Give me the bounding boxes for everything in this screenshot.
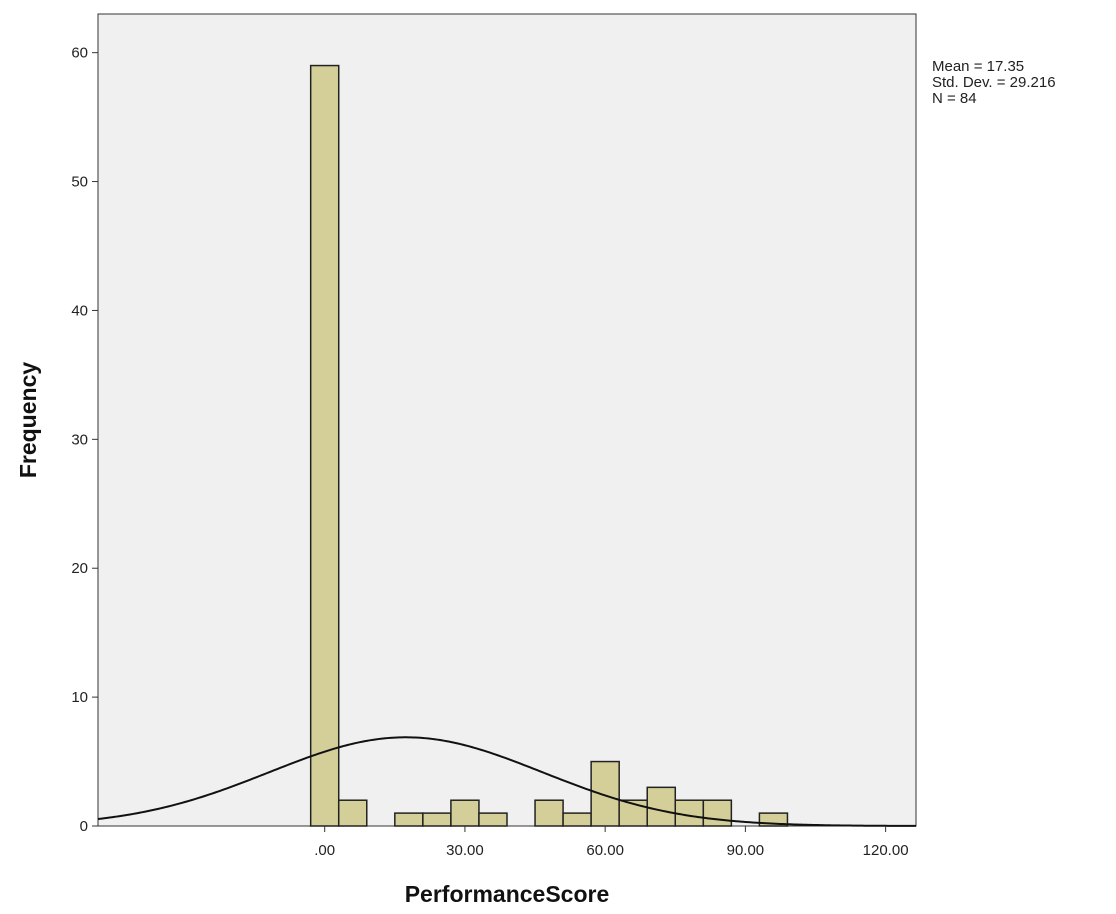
histogram-bar	[337, 799, 368, 827]
histogram-bar	[562, 812, 592, 827]
histogram-bar	[309, 64, 340, 827]
x-axis-title: PerformanceScore	[405, 881, 610, 907]
y-tick-label: 0	[80, 818, 88, 835]
histogram-bar	[702, 799, 733, 827]
y-tick-label: 30	[71, 431, 88, 448]
statistics-legend: Mean = 17.35 Std. Dev. = 29.216 N = 84	[932, 59, 1056, 107]
n-stat: N = 84	[932, 90, 977, 107]
y-tick-label: 20	[71, 560, 88, 577]
normal-curve	[97, 736, 917, 827]
y-axis-title: Frequency	[15, 362, 41, 479]
y-tick-label: 10	[71, 689, 88, 706]
x-tick-label: 90.00	[727, 842, 765, 859]
histogram-bar	[534, 799, 564, 827]
x-tick-label: 120.00	[863, 842, 909, 859]
x-axis: .00 30.00 60.00 90.00 120.00	[314, 826, 909, 859]
y-tick-label: 60	[71, 45, 88, 62]
histogram-bar	[394, 812, 424, 827]
histogram-bar	[646, 786, 677, 827]
x-tick-label: 60.00	[586, 842, 624, 859]
histogram-bars	[309, 64, 789, 827]
histogram-bar	[590, 760, 620, 827]
y-tick-label: 50	[71, 174, 88, 191]
histogram-bar	[450, 799, 480, 827]
mean-stat: Mean = 17.35	[932, 58, 1025, 75]
std-dev-stat: Std. Dev. = 29.216	[932, 74, 1056, 91]
plot-area	[97, 13, 917, 827]
histogram-bar	[478, 812, 508, 827]
y-tick-label: 40	[71, 302, 88, 319]
x-tick-label: .00	[314, 842, 335, 859]
y-axis: 0 10 20 30 40 50 60	[71, 45, 98, 835]
histogram-bar	[422, 812, 452, 827]
x-tick-label: 30.00	[446, 842, 484, 859]
